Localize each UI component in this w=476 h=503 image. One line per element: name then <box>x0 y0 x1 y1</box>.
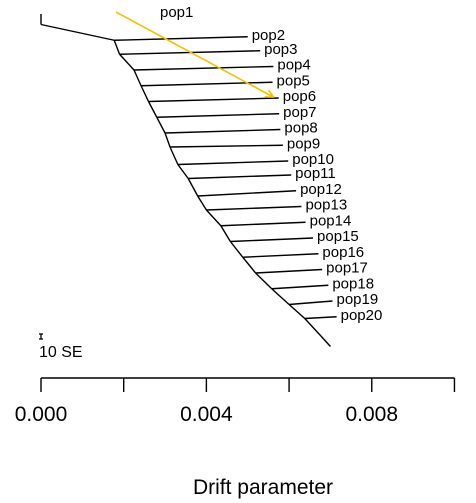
leaf-label-pop19: pop19 <box>336 291 378 308</box>
leaf-label-pop13: pop13 <box>305 197 347 214</box>
branch-pop20 <box>304 316 337 320</box>
migration-arrow <box>115 11 275 98</box>
backbone-edge <box>164 132 171 148</box>
branch-pop15 <box>230 237 314 243</box>
branch-pop8 <box>165 128 281 134</box>
leaf-label-pop8: pop8 <box>284 120 317 137</box>
backbone-edge <box>177 164 189 179</box>
branch-pop7 <box>156 113 280 118</box>
backbone-edge <box>140 85 150 102</box>
leaf-label-pop11: pop11 <box>295 165 336 182</box>
leaf-label-pop14: pop14 <box>310 212 352 229</box>
leaf-labels: pop1pop2pop3pop4pop5pop6pop7pop8pop9pop1… <box>160 4 382 324</box>
leaf-label-pop4: pop4 <box>277 57 310 74</box>
branch-pop6 <box>148 97 279 103</box>
tree <box>40 14 337 347</box>
root-edge <box>40 23 115 41</box>
branch-pop10 <box>177 160 289 166</box>
leaf-label-pop6: pop6 <box>283 88 316 105</box>
leaf-label-pop16: pop16 <box>322 244 364 261</box>
branch-pop19 <box>289 300 333 306</box>
leaf-label-pop1: pop1 <box>160 4 193 21</box>
x-axis: 0.000 0.004 0.008 <box>15 377 456 426</box>
backbone-edge <box>133 69 142 87</box>
leaf-label-pop5: pop5 <box>277 72 310 89</box>
leaf-label-pop17: pop17 <box>326 260 368 277</box>
leaf-label-pop12: pop12 <box>300 181 342 198</box>
migration-edges <box>115 11 275 99</box>
branch-pop18 <box>271 284 329 290</box>
leaf-label-pop10: pop10 <box>292 151 334 168</box>
x-tick-label: 0.008 <box>345 403 398 426</box>
backbone-edge <box>242 256 257 274</box>
leaf-label-pop7: pop7 <box>283 104 316 121</box>
leaf-label-pop3: pop3 <box>264 41 297 58</box>
branch-pop11 <box>188 174 292 180</box>
branch-pop9 <box>169 144 283 148</box>
backbone-edge <box>156 116 166 134</box>
backbone-edge <box>229 241 244 258</box>
leaf-label-pop9: pop9 <box>287 135 320 152</box>
backbone-edge <box>255 272 273 290</box>
backbone-edge <box>271 288 290 306</box>
migration-arrowhead-right <box>267 89 275 98</box>
branch-pop5 <box>141 81 273 87</box>
backbone-edge <box>169 146 179 165</box>
backbone-edge <box>187 178 199 197</box>
backbone-edge <box>320 335 331 347</box>
backbone-edge <box>304 318 322 337</box>
backbone-edge <box>197 195 207 211</box>
branch-pop2 <box>114 36 248 41</box>
branch-pop12 <box>197 190 297 197</box>
leaf-label-pop15: pop15 <box>317 228 359 245</box>
leaf-label-pop2: pop2 <box>252 27 285 44</box>
branch-pop13 <box>206 205 302 211</box>
branch-pop4 <box>134 65 274 71</box>
x-tick-label: 0.004 <box>180 403 233 426</box>
x-tick-label: 0.000 <box>15 403 68 426</box>
branch-pop17 <box>255 268 323 274</box>
backbone-edge <box>113 39 121 55</box>
branch-pop16 <box>242 253 319 258</box>
scale-bar: 10 SE <box>39 333 83 361</box>
backbone-edge <box>220 225 231 242</box>
backbone-edge <box>288 303 306 320</box>
leaf-label-pop18: pop18 <box>332 275 374 292</box>
leaf-label-pop20: pop20 <box>341 307 383 324</box>
backbone-edge <box>205 209 222 227</box>
x-axis-label: Drift parameter <box>193 476 333 499</box>
backbone-edge <box>147 101 158 118</box>
branch-pop14 <box>220 221 306 227</box>
backbone-edge <box>119 53 135 71</box>
scale-bar-label: 10 SE <box>39 344 83 361</box>
